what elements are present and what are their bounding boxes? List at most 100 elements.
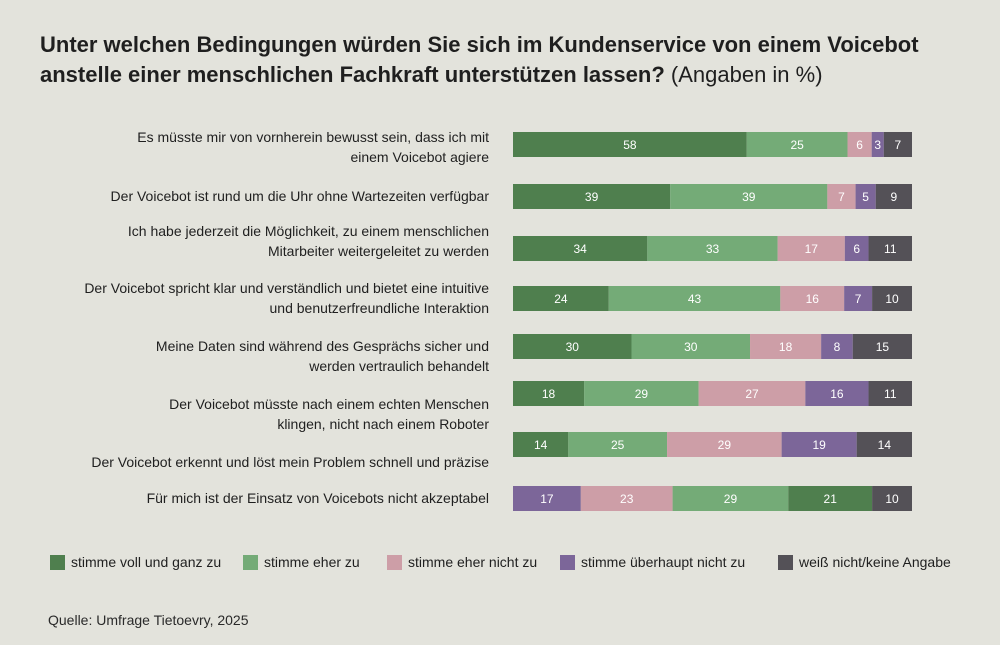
- data-label: 14: [878, 438, 892, 452]
- data-label: 19: [812, 438, 826, 452]
- category-label: Es müsste mir von vornherein bewusst sei…: [137, 129, 489, 165]
- bar-segment-ueberhaupt-nicht: [844, 236, 869, 261]
- data-label: 11: [884, 242, 897, 256]
- bar-segment-eher-nicht: [780, 286, 845, 311]
- bar-segment-eher-nicht: [580, 486, 673, 511]
- bar-segment-weiss-nicht: [875, 184, 912, 209]
- bar-segment-weiss-nicht: [856, 432, 912, 457]
- bar-segment-voll: [513, 184, 671, 209]
- bar-segment-eher-nicht: [750, 334, 822, 359]
- data-label: 10: [885, 292, 899, 306]
- data-label: 17: [540, 492, 554, 506]
- bar-segment-ueberhaupt-nicht: [871, 132, 884, 157]
- bar-segment-eher-nicht: [827, 184, 856, 209]
- bar-segment-weiss-nicht: [868, 381, 912, 406]
- bar-segment-ueberhaupt-nicht: [855, 184, 876, 209]
- bar-segment-eher: [608, 286, 781, 311]
- data-label: 9: [891, 190, 898, 204]
- data-label: 34: [573, 242, 587, 256]
- data-label: 17: [805, 242, 819, 256]
- category-label: Der Voicebot müsste nach einem echten Me…: [169, 396, 489, 432]
- data-label: 33: [706, 242, 720, 256]
- bar-segment-ueberhaupt-nicht: [805, 381, 869, 406]
- data-label: 15: [876, 340, 890, 354]
- legend-label: stimme überhaupt nicht zu: [581, 554, 745, 570]
- chart-title-question: Unter welchen Bedingungen würden Sie sic…: [40, 32, 919, 87]
- bar-segment-ueberhaupt-nicht: [781, 432, 857, 457]
- data-label: 8: [834, 340, 841, 354]
- chart-title: Unter welchen Bedingungen würden Sie sic…: [40, 30, 980, 90]
- category-label: Für mich ist der Einsatz von Voicebots n…: [147, 490, 489, 506]
- bar-segment-ueberhaupt-nicht: [513, 486, 581, 511]
- data-label: 14: [534, 438, 548, 452]
- bar-segment-eher: [746, 132, 848, 157]
- legend-label: stimme eher zu: [264, 554, 360, 570]
- bar-segment-voll: [513, 286, 609, 311]
- legend-label: stimme eher nicht zu: [408, 554, 537, 570]
- legend-swatch-eher-nicht: [387, 555, 402, 570]
- bar-segment-voll: [788, 486, 873, 511]
- legend-swatch-eher: [243, 555, 258, 570]
- bar-segment-eher: [631, 334, 751, 359]
- category-label: Der Voicebot ist rund um die Uhr ohne Wa…: [111, 188, 490, 204]
- data-label: 29: [718, 438, 732, 452]
- data-label: 43: [688, 292, 702, 306]
- bar-segment-voll: [513, 236, 648, 261]
- data-label: 29: [635, 387, 649, 401]
- bar-segment-eher-nicht: [667, 432, 782, 457]
- data-label: 30: [566, 340, 580, 354]
- data-label: 16: [806, 292, 820, 306]
- bar-segment-weiss-nicht: [872, 486, 912, 511]
- legend-label: weiß nicht/keine Angabe: [798, 554, 951, 570]
- bar-segment-ueberhaupt-nicht: [844, 286, 873, 311]
- bar-segment-eher: [584, 381, 699, 406]
- source-note: Quelle: Umfrage Tietoevry, 2025: [48, 612, 249, 628]
- data-label: 23: [620, 492, 634, 506]
- bar-segment-voll: [513, 381, 585, 406]
- data-label: 10: [885, 492, 899, 506]
- category-label: Der Voicebot spricht klar und verständli…: [84, 280, 489, 316]
- data-label: 24: [554, 292, 568, 306]
- data-label: 6: [853, 242, 860, 256]
- bar-segment-eher: [670, 184, 828, 209]
- bar-segment-eher: [647, 236, 778, 261]
- bar-segment-weiss-nicht: [872, 286, 912, 311]
- category-label: Der Voicebot erkennt und löst mein Probl…: [91, 454, 489, 470]
- data-label: 18: [779, 340, 793, 354]
- bar-segment-weiss-nicht: [883, 132, 912, 157]
- data-label: 6: [856, 138, 863, 152]
- bar-segment-eher-nicht: [698, 381, 806, 406]
- data-label: 30: [684, 340, 698, 354]
- data-label: 27: [745, 387, 759, 401]
- bar-segment-eher: [672, 486, 789, 511]
- bar-segment-ueberhaupt-nicht: [821, 334, 853, 359]
- data-label: 3: [874, 138, 881, 152]
- data-label: 18: [542, 387, 556, 401]
- bar-segment-voll: [513, 334, 632, 359]
- bar-segment-voll: [513, 432, 569, 457]
- data-label: 39: [585, 190, 599, 204]
- data-label: 16: [830, 387, 844, 401]
- data-label: 25: [790, 138, 804, 152]
- category-label: Meine Daten sind während des Gesprächs s…: [156, 338, 489, 374]
- data-label: 25: [611, 438, 625, 452]
- data-label: 7: [855, 292, 862, 306]
- bar-segment-eher-nicht: [777, 236, 845, 261]
- legend-swatch-weiss-nicht: [778, 555, 793, 570]
- data-label: 7: [895, 138, 902, 152]
- bar-segment-eher: [568, 432, 668, 457]
- chart-title-unit: (Angaben in %): [670, 62, 823, 87]
- data-label: 7: [838, 190, 845, 204]
- bar-segment-voll: [513, 132, 747, 157]
- legend-swatch-ueberhaupt-nicht: [560, 555, 575, 570]
- category-label: Ich habe jederzeit die Möglichkeit, zu e…: [128, 223, 489, 259]
- bar-segment-weiss-nicht: [868, 236, 912, 261]
- bar-segment-eher-nicht: [847, 132, 872, 157]
- data-label: 5: [862, 190, 869, 204]
- data-label: 39: [742, 190, 756, 204]
- data-label: 58: [623, 138, 637, 152]
- legend-label: stimme voll und ganz zu: [71, 554, 221, 570]
- bar-segment-weiss-nicht: [852, 334, 912, 359]
- data-label: 21: [824, 492, 838, 506]
